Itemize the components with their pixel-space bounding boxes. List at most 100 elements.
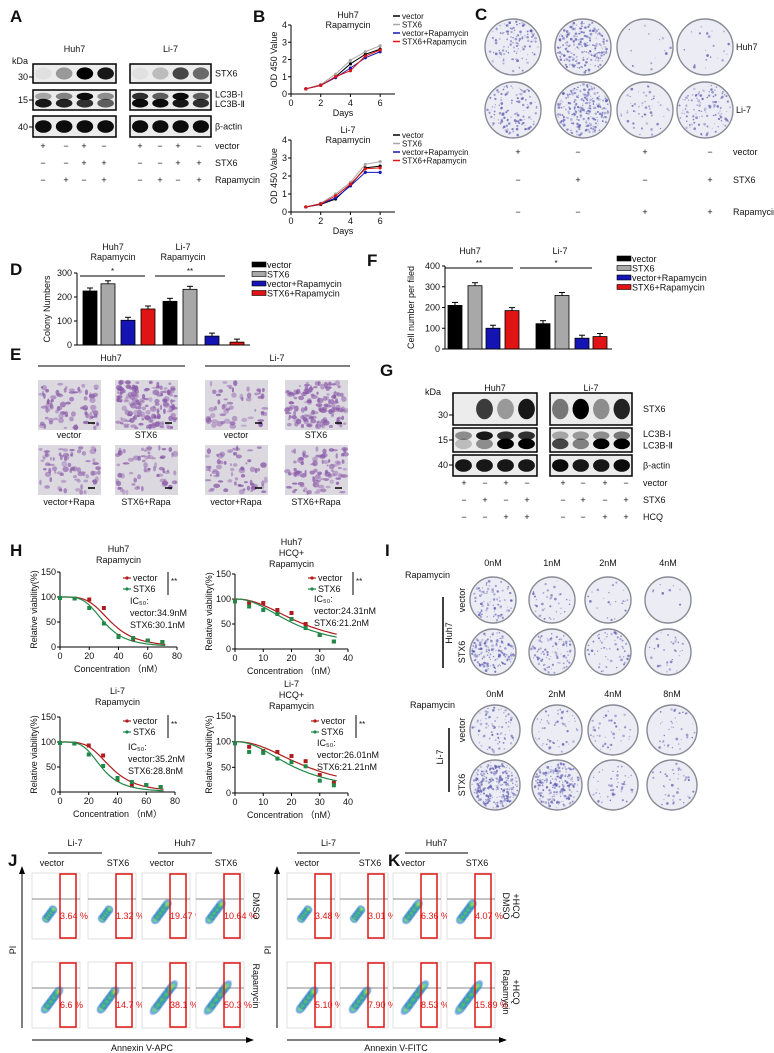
colony [539,647,542,650]
kda-marker: 30 [438,410,448,420]
colony [675,721,677,723]
colony [573,34,576,38]
colony [593,92,597,96]
colony [585,129,588,132]
cell [144,449,147,452]
colony [546,738,549,741]
dose-label: 0nM [486,689,504,699]
colony [672,726,675,728]
colony [493,726,496,729]
colony [714,123,716,125]
colony [607,110,609,112]
colony [538,775,541,777]
colony [609,799,612,802]
condition-label: vector [643,478,668,488]
colony [592,127,595,131]
bar [229,341,245,346]
colony [617,781,619,784]
colony [493,110,496,113]
dish-plate [531,704,583,756]
cell [233,380,238,386]
gate-box [314,962,332,1028]
colony [481,777,484,780]
colony [713,106,715,108]
legend-label: STX6+Rapamycin [267,289,340,299]
cell [332,470,339,477]
colony [668,588,672,592]
colony [673,773,675,775]
colony [578,32,581,35]
colony [663,115,665,118]
legend-swatch [616,255,632,262]
legend-marker [125,730,129,734]
colony [666,107,669,111]
colony [686,110,689,114]
cell [211,389,217,395]
colony [607,658,609,660]
colony [475,655,479,658]
colony [503,58,505,60]
colony [539,779,541,781]
band [593,438,610,450]
colony [567,110,570,113]
colony [630,49,633,52]
ic50-value: STX6:28.8nM [128,766,183,776]
colony [491,644,494,648]
colony [533,646,536,650]
colony [526,61,529,65]
colony [611,788,615,792]
band-label: STX6 [643,404,666,414]
colony [479,615,483,619]
colony [491,60,494,63]
colony [568,106,570,108]
colony [482,663,484,665]
colony [476,768,480,772]
colony [524,124,526,127]
colony [560,638,563,641]
culture-dish [646,759,698,811]
colony [548,803,550,805]
colony [481,774,484,777]
colony [660,631,662,634]
colony [667,794,671,797]
band [455,438,472,450]
cell [52,466,58,472]
colony [610,618,613,622]
colony [592,793,595,796]
cell [291,482,298,485]
colony [695,116,698,120]
cell [302,416,306,420]
colony [523,45,526,48]
colony [505,767,507,769]
colony [598,43,601,46]
colony [606,795,609,798]
colony [493,772,496,776]
colony [677,769,680,772]
cell [337,467,342,470]
colony [562,793,564,795]
cell [72,474,77,479]
colony [690,99,693,102]
colony [497,122,500,124]
blot-strip-actin [129,115,212,138]
data-point [363,54,367,58]
colony [567,654,569,656]
cell [217,480,224,483]
colony [587,595,590,598]
y-axis-label: PI [8,946,18,955]
cell [328,459,331,463]
colony [644,113,647,116]
colony [576,118,578,121]
column-label: STX6 [359,858,382,868]
cell [312,476,315,480]
colony [569,25,572,29]
cell [129,471,134,475]
colony [558,769,561,773]
cell [90,471,98,476]
colony [648,86,650,88]
colony [479,788,481,790]
colony [499,767,501,770]
cell [169,425,174,429]
colony [503,766,506,768]
colony [522,91,524,93]
